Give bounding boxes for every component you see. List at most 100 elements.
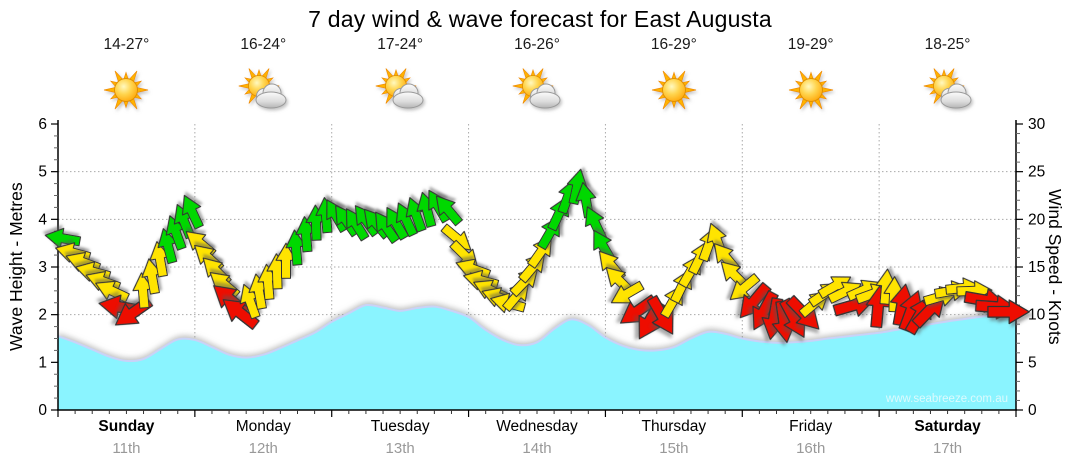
icon-art	[923, 68, 972, 109]
day-date: 11th	[112, 440, 141, 457]
cloud-part	[940, 83, 972, 109]
sun-cloud-icon	[238, 68, 287, 109]
day-name: Friday	[789, 418, 833, 435]
wave-area	[58, 304, 1016, 410]
sun-part	[651, 70, 696, 110]
day-temp-range: 17-24°	[377, 36, 424, 53]
sun-disc	[114, 78, 139, 102]
left-tick-label: 0	[38, 402, 47, 419]
wind-arrow-yellow	[141, 258, 163, 295]
day-date: 14th	[522, 440, 552, 457]
sun-part	[788, 70, 833, 110]
day-name: Wednesday	[496, 418, 578, 435]
wind-arrow-shape	[610, 280, 645, 304]
wind-arrow-shape	[395, 202, 418, 238]
day-name: Sunday	[98, 418, 155, 435]
day-temp-range: 16-26°	[514, 36, 560, 53]
wind-arrow-red	[987, 299, 1030, 325]
wind-arrow-shape	[132, 272, 154, 309]
day-date: 13th	[385, 440, 415, 457]
wind-arrow-green	[295, 216, 317, 253]
sun-icon	[651, 70, 696, 110]
right-axis-title: Wind Speed - Knots	[1045, 189, 1065, 345]
sun-icon	[104, 70, 149, 110]
left-tick-label: 1	[38, 354, 47, 371]
wind-arrow-green	[435, 195, 463, 227]
day-temp-range: 18-25°	[924, 36, 971, 53]
icon-art	[512, 68, 561, 109]
wind-arrow-shape	[987, 299, 1030, 325]
cloud-base	[255, 91, 287, 109]
right-tick-label: 20	[1028, 211, 1046, 228]
wind-arrow-green	[181, 194, 204, 230]
right-tick-label: 15	[1028, 259, 1045, 276]
page-title: 7 day wind & wave forecast for East Augu…	[308, 6, 772, 32]
wind-arrow-yellow	[275, 242, 297, 279]
wind-arrow-shape	[566, 168, 588, 206]
wind-arrow-shape	[739, 281, 772, 319]
wind-arrow-shape	[584, 206, 607, 242]
wind-arrow-red	[222, 299, 260, 330]
icon-art	[651, 70, 696, 110]
wind-arrow-shape	[157, 228, 178, 265]
left-tick-label: 3	[38, 259, 47, 276]
wind-arrow-shape	[181, 194, 204, 230]
icon-art	[238, 68, 287, 109]
wind-arrow-green	[584, 206, 607, 242]
wind-arrow-shape	[275, 242, 297, 279]
sun-disc	[661, 78, 686, 102]
sun-cloud-icon	[923, 68, 972, 109]
wind-arrow-shape	[295, 216, 317, 253]
sun-disc	[798, 78, 823, 102]
day-name: Saturday	[914, 418, 981, 435]
cloud-base	[392, 91, 424, 109]
cloud-part	[392, 83, 424, 109]
right-tick-label: 10	[1028, 307, 1046, 324]
wind-arrow-yellow	[729, 273, 761, 301]
right-tick-label: 25	[1028, 164, 1045, 181]
wind-arrow-yellow	[149, 241, 171, 278]
wind-arrow-green	[285, 229, 307, 266]
tick-labels: 0 1 2 3 4 5 6 0 5 10 15 20 25 30	[38, 116, 1045, 419]
day-name: Thursday	[641, 418, 707, 435]
wind-arrow-red	[739, 281, 772, 319]
sun-part	[104, 70, 149, 110]
wind-arrow-shape	[285, 229, 307, 266]
wind-arrow-yellow	[132, 272, 154, 309]
wind-arrows	[44, 168, 1030, 344]
day-temp-range: 19-29°	[787, 36, 834, 53]
right-tick-label: 30	[1028, 116, 1046, 133]
day-temp-range: 16-24°	[240, 36, 287, 53]
wind-arrow-green	[395, 202, 418, 238]
left-tick-label: 2	[38, 307, 47, 324]
wind-arrow-green	[566, 168, 588, 206]
wind-arrow-shape	[435, 195, 463, 227]
day-name: Monday	[235, 418, 291, 435]
cloud-base	[940, 91, 972, 109]
icon-art	[104, 70, 149, 110]
day-date: 16th	[796, 440, 826, 457]
right-tick-label: 5	[1028, 354, 1037, 371]
day-temp-range: 14-27°	[103, 36, 150, 53]
wind-arrow-shape	[141, 258, 163, 295]
wind-arrow-shape	[149, 241, 171, 278]
wave-area-group	[58, 303, 1016, 410]
cloud-base	[529, 91, 561, 109]
cloud-part	[255, 83, 287, 109]
sun-icon	[788, 70, 833, 110]
day-date: 15th	[659, 440, 689, 457]
wind-arrow-yellow	[610, 280, 645, 304]
wind-arrow-shape	[222, 299, 260, 330]
left-tick-label: 6	[38, 116, 47, 133]
wind-arrow-green	[405, 197, 427, 233]
sun-cloud-icon	[512, 68, 561, 109]
left-tick-label: 4	[38, 211, 47, 228]
day-name: Tuesday	[370, 418, 430, 435]
wind-arrow-shape	[405, 197, 427, 233]
sun-cloud-icon	[375, 68, 424, 109]
icon-art	[375, 68, 424, 109]
day-date: 12th	[248, 440, 278, 457]
left-tick-label: 5	[38, 164, 47, 181]
